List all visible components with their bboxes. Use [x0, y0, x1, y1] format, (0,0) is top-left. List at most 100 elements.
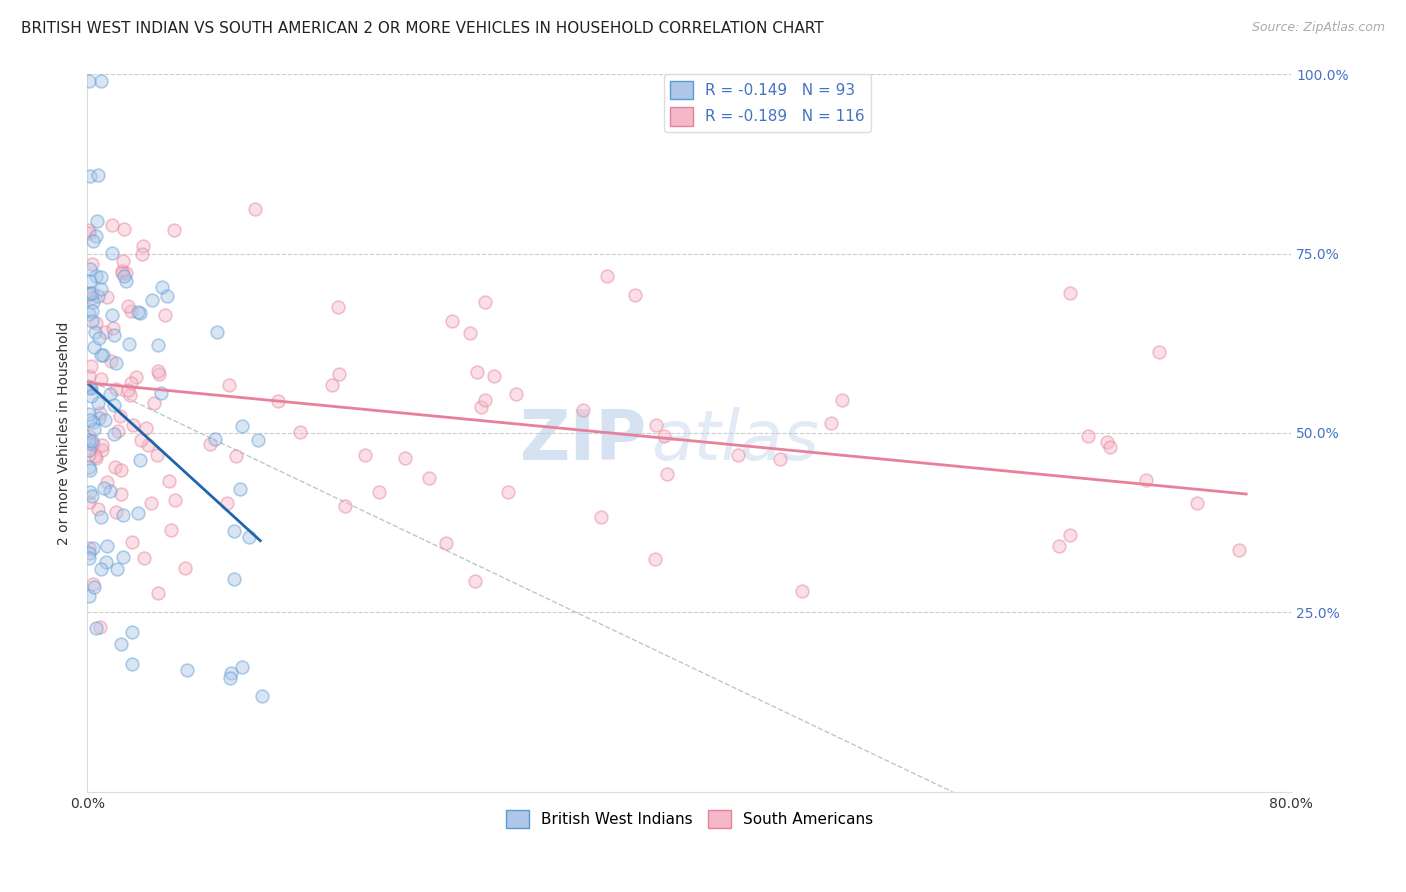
Point [652, 429, 675, 443]
Point [100, 354, 122, 368]
Point [77, 429, 100, 443]
Point [82, 294, 104, 309]
Point [1098, 440, 1121, 454]
Point [77, 433, 100, 447]
Point [82, 304, 104, 318]
Point [157, 474, 180, 488]
Point [82, 286, 104, 301]
Point [77, 589, 100, 603]
Point [288, 425, 311, 439]
Point [624, 288, 647, 302]
Point [245, 202, 267, 217]
Point [83, 341, 105, 355]
Point [90, 282, 112, 296]
Point [93, 413, 115, 427]
Point [103, 397, 125, 411]
Point [129, 433, 152, 447]
Point [105, 383, 128, 397]
Point [104, 356, 127, 370]
Point [1059, 527, 1081, 541]
Point [80, 359, 103, 374]
Point [148, 367, 170, 381]
Point [108, 409, 131, 423]
Point [160, 523, 183, 537]
Point [218, 378, 240, 392]
Point [238, 530, 260, 544]
Point [727, 448, 749, 462]
Point [173, 561, 195, 575]
Point [252, 689, 274, 703]
Point [89, 406, 111, 420]
Point [77, 223, 100, 237]
Point [90, 372, 112, 386]
Point [132, 551, 155, 566]
Point [127, 305, 149, 319]
Point [77, 495, 100, 509]
Point [368, 484, 391, 499]
Point [87, 288, 110, 302]
Point [80, 437, 103, 451]
Point [267, 394, 290, 409]
Point [111, 266, 134, 280]
Point [231, 660, 253, 674]
Point [79, 443, 101, 458]
Point [142, 395, 165, 409]
Point [77, 436, 100, 450]
Point [644, 418, 666, 433]
Point [156, 289, 179, 303]
Point [110, 487, 132, 501]
Point [128, 453, 150, 467]
Point [93, 482, 115, 496]
Point [91, 348, 114, 362]
Point [80, 389, 103, 403]
Legend: British West Indians, South Americans: British West Indians, South Americans [499, 804, 879, 835]
Point [441, 314, 464, 328]
Point [394, 451, 416, 466]
Point [87, 501, 110, 516]
Point [222, 524, 245, 539]
Point [84, 268, 107, 283]
Point [104, 459, 127, 474]
Point [79, 460, 101, 475]
Point [110, 637, 132, 651]
Point [820, 416, 842, 430]
Point [115, 266, 138, 280]
Point [90, 270, 112, 285]
Point [98, 483, 121, 498]
Point [107, 424, 129, 438]
Point [89, 620, 111, 634]
Point [1185, 496, 1208, 510]
Point [82, 434, 104, 448]
Point [91, 438, 114, 452]
Point [90, 74, 112, 88]
Point [1135, 473, 1157, 487]
Point [150, 280, 173, 294]
Point [96, 290, 118, 304]
Point [790, 584, 813, 599]
Point [505, 387, 527, 401]
Text: atlas: atlas [651, 407, 818, 474]
Point [100, 246, 122, 260]
Point [77, 448, 100, 462]
Point [120, 304, 142, 318]
Point [1077, 428, 1099, 442]
Point [122, 417, 145, 432]
Point [228, 482, 250, 496]
Point [90, 562, 112, 576]
Point [77, 546, 100, 560]
Point [80, 489, 103, 503]
Point [176, 663, 198, 677]
Point [86, 214, 108, 228]
Point [1229, 542, 1251, 557]
Point [79, 274, 101, 288]
Point [204, 432, 226, 446]
Point [125, 369, 148, 384]
Point [103, 328, 125, 343]
Point [80, 291, 103, 305]
Point [101, 308, 124, 322]
Point [769, 451, 792, 466]
Text: BRITISH WEST INDIAN VS SOUTH AMERICAN 2 OR MORE VEHICLES IN HOUSEHOLD CORRELATIO: BRITISH WEST INDIAN VS SOUTH AMERICAN 2 … [21, 21, 824, 36]
Point [96, 540, 118, 554]
Point [146, 585, 169, 599]
Point [436, 536, 458, 550]
